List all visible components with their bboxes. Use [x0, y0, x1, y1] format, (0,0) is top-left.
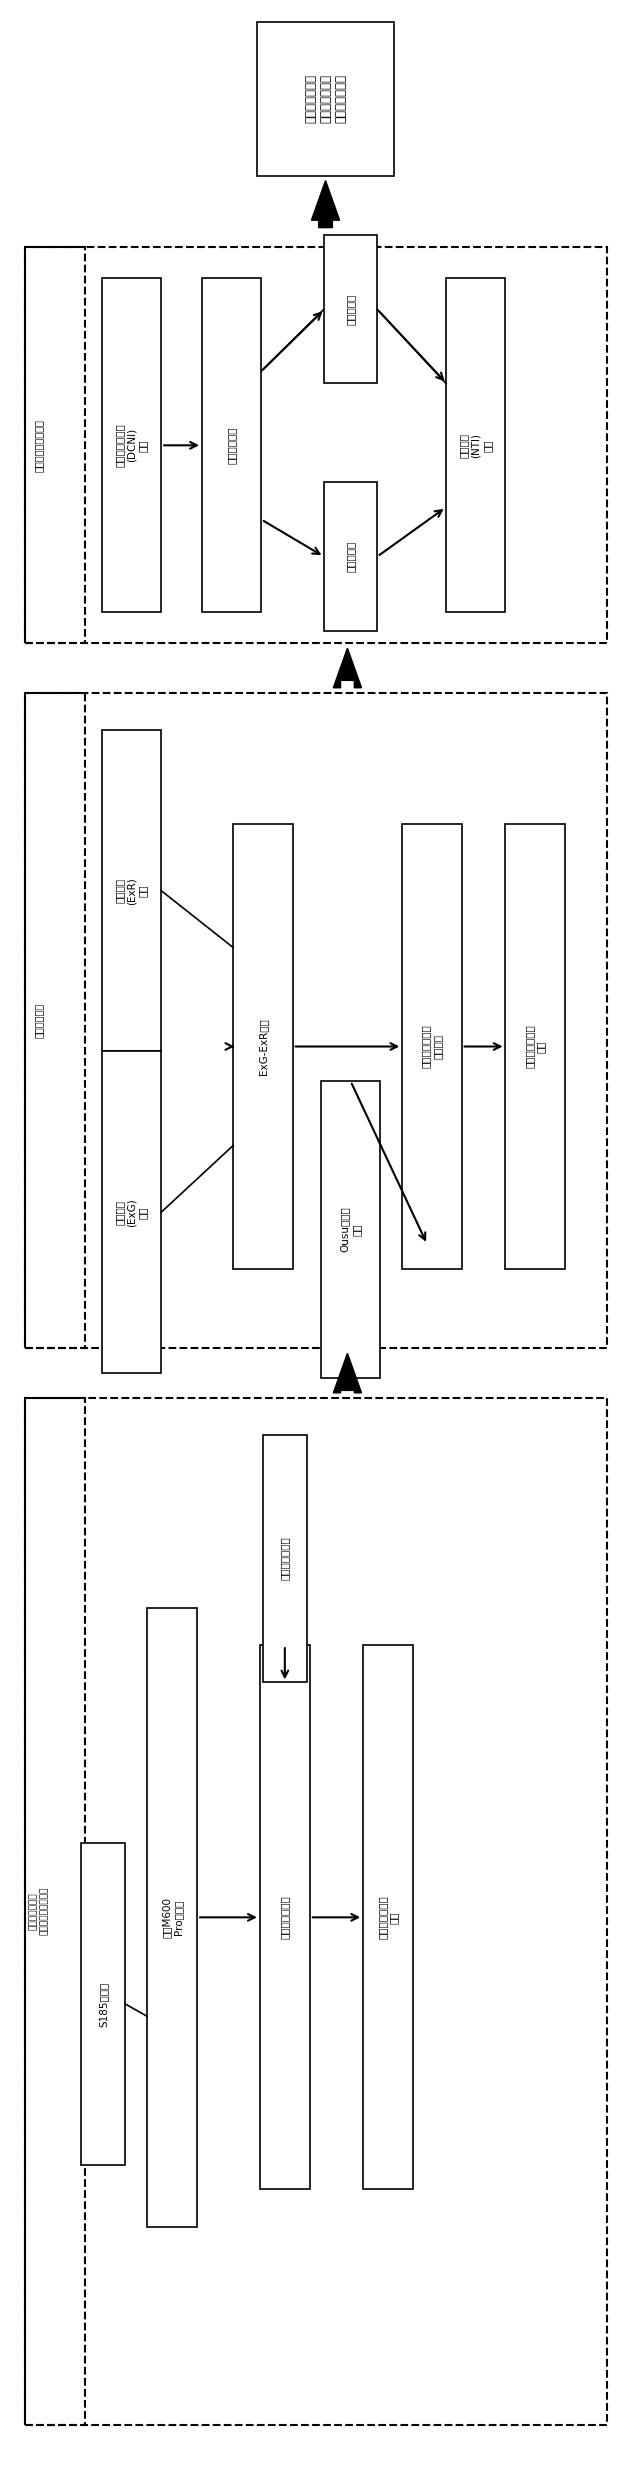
Text: ExG-ExR影像: ExG-ExR影像: [258, 1019, 268, 1074]
Text: 纹理指数
(NTI)
图像: 纹理指数 (NTI) 图像: [459, 433, 493, 458]
Text: 无人机观测系统
摄影测量与影像获取: 无人机观测系统 摄影测量与影像获取: [29, 1888, 48, 1935]
Bar: [101, 730, 161, 1051]
Bar: [81, 1843, 125, 2165]
Bar: [147, 1608, 197, 2227]
Bar: [25, 693, 85, 1348]
Bar: [363, 1645, 413, 2189]
Text: 无人机观测系统: 无人机观测系统: [280, 1895, 290, 1940]
Text: S185传感器: S185传感器: [98, 1982, 108, 2026]
Bar: [324, 482, 377, 631]
Text: 对比度图像: 对比度图像: [346, 294, 356, 324]
Bar: [263, 1435, 307, 1682]
Text: 双峰冠层氮指数
(DCNI)
图像: 双峰冠层氮指数 (DCNI) 图像: [115, 423, 148, 468]
Bar: [25, 1398, 85, 2425]
Text: 小麦区域与土壤
区域识别: 小麦区域与土壤 区域识别: [421, 1024, 443, 1069]
Text: 联合光谱和纹理
特征的小麦氮浓
度反演模型构建: 联合光谱和纹理 特征的小麦氮浓 度反演模型构建: [304, 74, 347, 124]
Bar: [25, 1398, 607, 2425]
Text: 天疆M600
Pro无人机: 天疆M600 Pro无人机: [162, 1898, 183, 1937]
Bar: [25, 693, 607, 1348]
Text: 过绿指数
(ExG)
图像: 过绿指数 (ExG) 图像: [115, 1197, 148, 1227]
Bar: [202, 277, 262, 614]
Bar: [233, 824, 293, 1269]
Bar: [260, 1645, 310, 2189]
Bar: [506, 824, 565, 1269]
Bar: [257, 22, 394, 176]
Text: 灰度共生矩阵: 灰度共生矩阵: [227, 426, 237, 465]
Text: 纹理指数设计与计算: 纹理指数设计与计算: [34, 418, 44, 473]
Bar: [446, 277, 506, 614]
Bar: [321, 1081, 381, 1378]
Bar: [25, 247, 607, 643]
Text: 过红指数
(ExR)
图像: 过红指数 (ExR) 图像: [115, 876, 148, 905]
Bar: [101, 1051, 161, 1373]
Text: 小麦区域无人机
影像: 小麦区域无人机 影像: [525, 1024, 546, 1069]
Bar: [101, 277, 161, 614]
Polygon shape: [333, 648, 361, 688]
Polygon shape: [333, 1353, 361, 1393]
Text: 小麦无人机影像: 小麦无人机影像: [280, 1536, 290, 1581]
Bar: [402, 824, 461, 1269]
Bar: [324, 235, 377, 383]
Text: 飞行条件与参数
设置: 飞行条件与参数 设置: [377, 1895, 399, 1940]
Text: 同质性图像: 同质性图像: [346, 542, 356, 571]
Bar: [25, 247, 85, 643]
Text: 土壤信息去除: 土壤信息去除: [34, 1002, 44, 1039]
Polygon shape: [312, 181, 339, 228]
Text: Ousu自动阈
值法: Ousu自动阈 值法: [340, 1207, 361, 1252]
